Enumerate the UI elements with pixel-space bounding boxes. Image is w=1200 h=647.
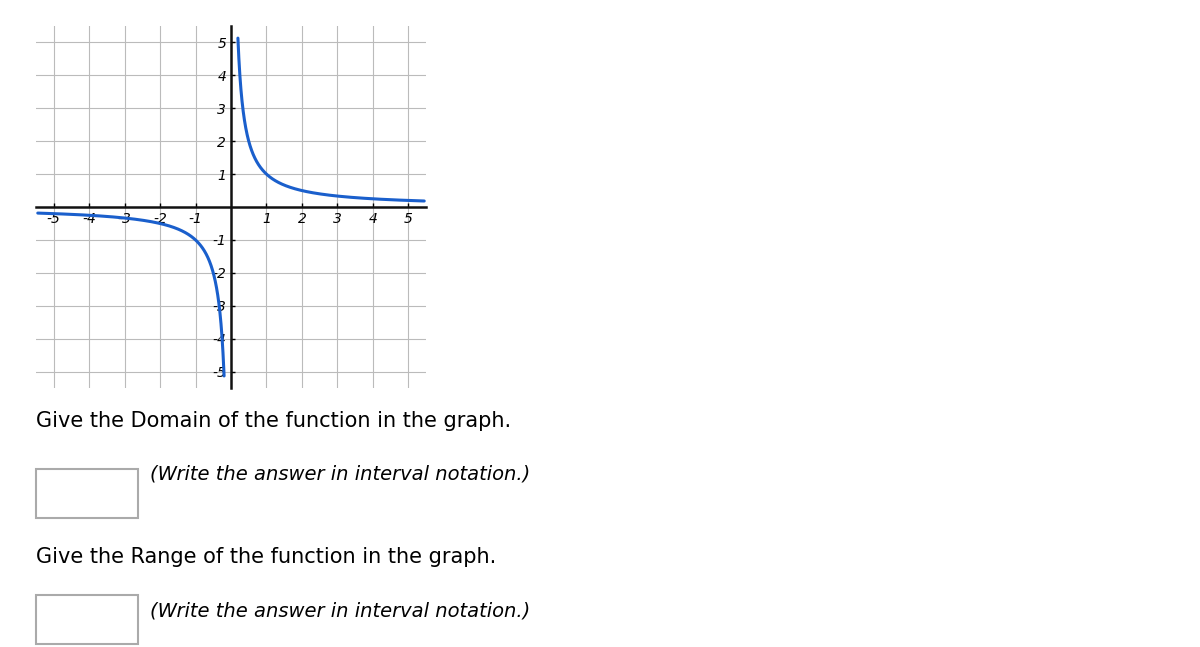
Text: Give the Domain of the function in the graph.: Give the Domain of the function in the g… bbox=[36, 411, 511, 431]
Text: Give the Range of the function in the graph.: Give the Range of the function in the gr… bbox=[36, 547, 497, 567]
Text: (Write the answer in interval notation.): (Write the answer in interval notation.) bbox=[150, 464, 530, 483]
Text: (Write the answer in interval notation.): (Write the answer in interval notation.) bbox=[150, 602, 530, 621]
